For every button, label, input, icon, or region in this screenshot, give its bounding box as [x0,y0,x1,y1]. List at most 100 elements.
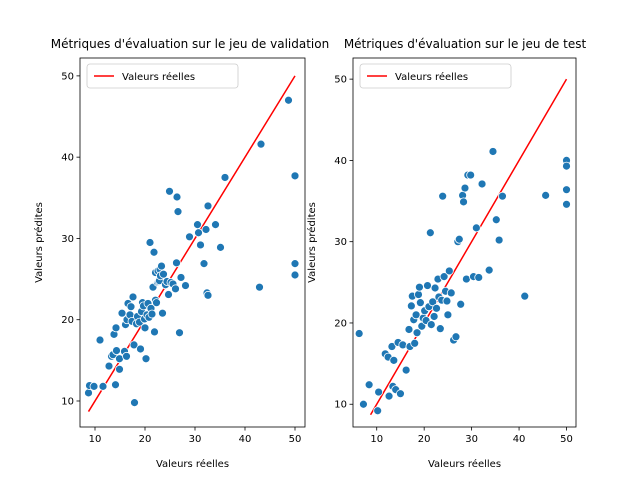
data-point-56 [158,308,167,318]
data-point-8 [384,391,394,401]
y-axis-label: Valeurs prédites [33,202,45,283]
data-point-22 [410,338,420,348]
legend-label: Valeurs réelles [122,71,195,83]
y-tick-label: 10 [334,400,347,411]
data-point-13 [115,364,124,374]
data-point-4 [373,406,383,416]
axes-frame [352,57,577,428]
data-point-23 [411,310,421,320]
x-tick-label: 10 [370,434,383,445]
data-point-34 [425,228,435,238]
data-point-69 [176,273,186,282]
data-point-70 [498,191,507,201]
x-tick-label: 50 [560,434,573,445]
data-point-1 [84,388,93,398]
y-tick-label: 40 [61,153,74,164]
data-point-72 [193,220,202,230]
data-point-10 [111,380,120,390]
data-point-3 [364,380,374,390]
data-point-5 [374,387,384,397]
x-tick-label: 50 [289,434,302,445]
data-point-71 [185,232,194,242]
data-point-60 [164,290,173,299]
data-point-66 [484,265,494,275]
data-point-24 [128,292,138,302]
data-point-14 [396,389,405,399]
data-point-57 [459,197,468,207]
data-point-47 [442,296,452,306]
data-point-26 [415,282,424,292]
chart-title: Métriques d'évaluation sur le jeu de val… [51,37,329,51]
data-point-42 [147,309,157,319]
data-point-44 [438,191,448,201]
chart-2: 10 20 30 40 50 10 20 30 40 50 Valeurs réelles Valeu… [306,37,586,470]
data-point-57 [159,269,168,279]
x-tick-label: 20 [418,434,431,445]
data-point-65 [172,258,181,268]
data-point-68 [491,215,501,225]
data-point-54 [454,234,464,244]
data-point-74 [562,161,571,171]
data-point-72 [541,190,551,200]
y-tick-label: 50 [334,75,347,86]
legend-box [359,63,512,89]
data-point-71 [520,291,530,301]
y-tick-label: 20 [61,315,74,326]
reference-line [369,78,568,416]
data-point-40 [145,238,155,247]
data-point-75 [562,185,571,195]
x-axis-label: Valeurs réelles [156,458,229,470]
x-tick-label: 40 [239,434,252,445]
data-point-64 [474,273,484,282]
data-point-61 [466,170,476,180]
x-tick-label: 20 [139,434,152,445]
data-point-76 [201,225,211,234]
data-point-45 [150,327,159,337]
data-point-18 [122,351,131,361]
axes-frame [79,57,306,428]
data-point-68 [175,328,184,338]
data-point-16 [401,365,411,375]
data-point-37 [429,312,439,321]
data-point-65 [477,179,487,189]
x-tick-label: 30 [465,434,478,445]
data-point-55 [456,299,466,309]
data-point-69 [494,235,504,245]
data-point-61 [165,186,174,196]
legend: Valeurs réelles [359,63,512,89]
legend: Valeurs réelles [86,63,239,89]
y-tick-label: 40 [334,156,347,167]
data-point-3 [89,381,99,391]
x-tick-label: 30 [189,434,202,445]
data-point-11 [111,323,121,333]
y-tick-label: 30 [334,237,347,248]
data-point-30 [136,344,145,354]
y-axis-label: Valeurs prédites [306,202,318,283]
data-point-73 [194,228,203,238]
data-point-36 [141,354,151,364]
data-point-17 [404,325,414,334]
data-point-83 [255,282,264,292]
data-point-2 [359,399,368,409]
data-point-66 [172,192,182,202]
data-point-88 [290,270,300,280]
data-point-35 [140,323,150,333]
data-point-42 [435,324,445,334]
data-point-4 [95,335,105,345]
data-point-70 [181,281,190,290]
x-tick-label: 40 [513,434,526,445]
data-point-12 [112,346,121,355]
data-point-44 [149,247,159,257]
y-tick-label: 50 [61,71,74,82]
data-point-67 [488,147,498,156]
data-point-38 [430,283,440,293]
data-point-25 [414,290,423,299]
data-point-67 [173,207,183,217]
data-point-48 [152,298,161,308]
data-point-75 [199,259,209,269]
data-point-19 [406,301,416,311]
legend-label: Valeurs réelles [395,71,468,83]
data-point-85 [284,95,293,105]
data-point-45 [439,272,449,282]
